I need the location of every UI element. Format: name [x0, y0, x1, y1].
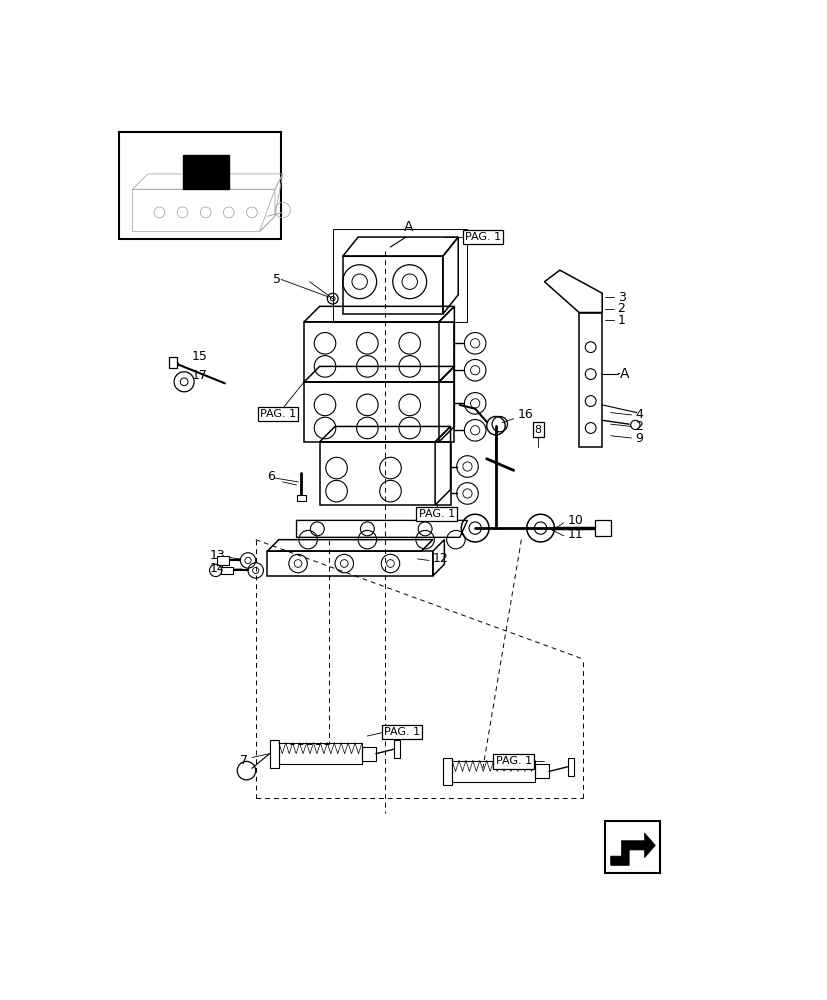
Bar: [566, 758, 573, 776]
Text: 6: 6: [267, 470, 275, 483]
Text: PAG. 1: PAG. 1: [418, 509, 454, 519]
Bar: [342, 256, 442, 314]
Text: 11: 11: [566, 528, 582, 541]
Text: A: A: [619, 367, 629, 381]
Text: PAG. 1: PAG. 1: [260, 409, 296, 419]
Bar: [594, 520, 610, 536]
Text: PAG. 1: PAG. 1: [384, 727, 419, 737]
Bar: [452, 761, 534, 782]
Bar: [267, 551, 433, 576]
Text: 14: 14: [209, 562, 225, 575]
Text: PAG. 1: PAG. 1: [495, 756, 531, 766]
Text: 13: 13: [209, 549, 225, 562]
Text: 10: 10: [566, 514, 583, 527]
Bar: [304, 382, 454, 442]
Bar: [217, 556, 228, 565]
Text: 3: 3: [617, 291, 624, 304]
Text: 7: 7: [240, 754, 248, 767]
Bar: [119, 132, 281, 239]
Bar: [332, 229, 467, 322]
Bar: [279, 743, 361, 764]
Text: A: A: [403, 220, 413, 234]
Bar: [394, 740, 400, 758]
Bar: [304, 322, 454, 382]
Bar: [534, 764, 548, 778]
Bar: [604, 821, 659, 873]
Bar: [221, 567, 232, 574]
Text: 9: 9: [634, 432, 643, 445]
Text: PAG. 1: PAG. 1: [464, 232, 500, 242]
Text: 2: 2: [634, 420, 643, 433]
Polygon shape: [610, 833, 654, 865]
Text: 12: 12: [433, 552, 448, 565]
Text: 4: 4: [634, 408, 643, 421]
Bar: [296, 495, 305, 501]
Text: 17: 17: [192, 369, 208, 382]
Text: 15: 15: [192, 350, 208, 363]
Bar: [170, 357, 177, 368]
Bar: [270, 740, 279, 768]
Text: 2: 2: [617, 302, 624, 315]
Text: 5: 5: [273, 273, 281, 286]
Text: 8: 8: [534, 425, 541, 435]
Text: 16: 16: [517, 408, 533, 421]
Bar: [182, 155, 228, 189]
Text: 1: 1: [617, 314, 624, 327]
Bar: [319, 442, 450, 505]
Bar: [442, 758, 452, 785]
Bar: [361, 747, 375, 761]
Bar: [578, 312, 601, 447]
